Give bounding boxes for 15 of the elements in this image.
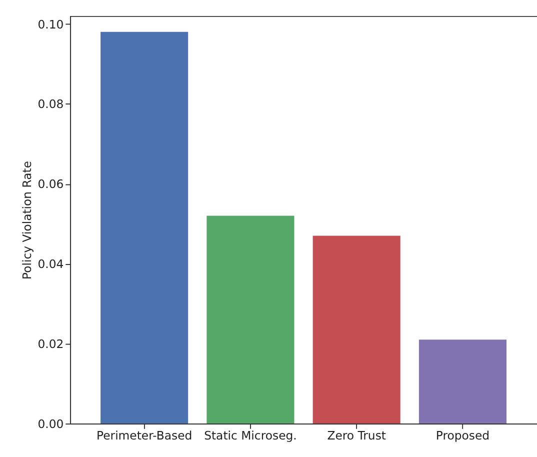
bar xyxy=(100,32,188,424)
y-axis-title: Policy Violation Rate xyxy=(20,160,34,280)
bar xyxy=(206,216,294,424)
x-tick-label: Zero Trust xyxy=(327,428,386,443)
x-tick-label: Proposed xyxy=(436,428,490,443)
y-tick-label: 0.06 xyxy=(38,177,64,192)
y-tick-label: 0.08 xyxy=(38,97,64,112)
bar xyxy=(418,340,506,424)
x-tick-label: Static Microseg. xyxy=(204,428,297,443)
bar xyxy=(312,236,400,424)
y-tick-label: 0.04 xyxy=(38,257,64,272)
y-tick-label: 0.00 xyxy=(38,416,64,431)
y-tick-label: 0.10 xyxy=(38,17,64,32)
x-tick-label: Perimeter-Based xyxy=(96,428,192,443)
y-tick-label: 0.02 xyxy=(38,337,64,352)
